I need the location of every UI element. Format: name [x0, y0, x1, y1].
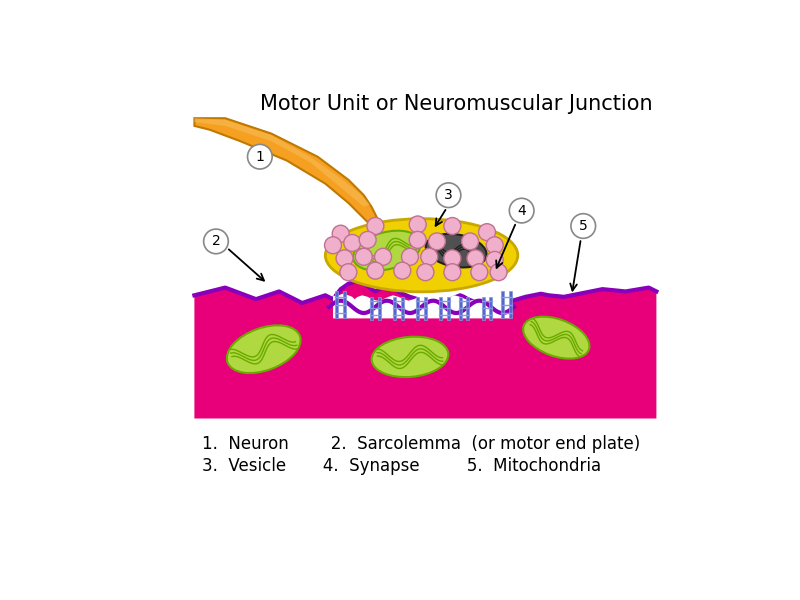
Bar — [424, 297, 427, 320]
Ellipse shape — [523, 317, 590, 359]
Text: Motor Unit or Neuromuscular Junction: Motor Unit or Neuromuscular Junction — [260, 94, 653, 113]
Bar — [466, 297, 470, 320]
Polygon shape — [194, 281, 656, 419]
Text: 2: 2 — [211, 235, 220, 248]
Text: 1.  Neuron        2.  Sarcolemma  (or motor end plate): 1. Neuron 2. Sarcolemma (or motor end pl… — [202, 436, 640, 454]
Circle shape — [490, 264, 507, 281]
Circle shape — [325, 237, 342, 254]
Circle shape — [367, 262, 384, 279]
Circle shape — [402, 248, 418, 265]
Circle shape — [444, 218, 461, 235]
Circle shape — [571, 214, 595, 238]
Circle shape — [421, 248, 438, 265]
Ellipse shape — [353, 230, 421, 271]
Circle shape — [486, 251, 503, 268]
Circle shape — [410, 232, 426, 248]
Polygon shape — [194, 118, 370, 207]
Bar — [458, 297, 462, 320]
Circle shape — [462, 233, 478, 250]
Ellipse shape — [426, 234, 486, 268]
Bar — [401, 297, 404, 320]
Bar — [416, 297, 419, 320]
Circle shape — [486, 237, 503, 254]
Circle shape — [359, 232, 376, 248]
Bar — [490, 297, 492, 320]
Bar — [439, 297, 442, 320]
Circle shape — [444, 250, 461, 267]
Bar — [501, 292, 504, 319]
Text: 4: 4 — [518, 203, 526, 218]
Circle shape — [340, 264, 357, 281]
Circle shape — [467, 250, 484, 267]
Bar — [482, 297, 485, 320]
Circle shape — [417, 264, 434, 281]
Circle shape — [344, 235, 361, 251]
Bar — [370, 297, 373, 320]
Ellipse shape — [372, 337, 448, 377]
Circle shape — [367, 218, 384, 235]
Bar — [343, 292, 346, 319]
Circle shape — [444, 264, 461, 281]
Circle shape — [355, 248, 372, 265]
Circle shape — [394, 262, 410, 279]
Circle shape — [410, 216, 426, 233]
Circle shape — [247, 145, 272, 169]
Text: 3: 3 — [444, 188, 453, 202]
Circle shape — [204, 229, 228, 254]
Ellipse shape — [326, 218, 518, 292]
Bar — [335, 292, 338, 319]
Circle shape — [429, 233, 446, 250]
Circle shape — [336, 250, 353, 267]
Bar — [447, 297, 450, 320]
Polygon shape — [333, 294, 510, 319]
Circle shape — [374, 248, 391, 265]
Circle shape — [332, 225, 349, 242]
Bar — [378, 297, 381, 320]
Circle shape — [478, 224, 495, 241]
Text: 3.  Vesicle       4.  Synapse         5.  Mitochondria: 3. Vesicle 4. Synapse 5. Mitochondria — [202, 457, 602, 475]
Circle shape — [510, 198, 534, 223]
Text: 1: 1 — [255, 149, 264, 164]
Text: 5: 5 — [579, 219, 588, 233]
Polygon shape — [194, 118, 410, 241]
Circle shape — [436, 183, 461, 208]
Bar — [509, 292, 512, 319]
Bar — [393, 297, 396, 320]
Circle shape — [471, 264, 488, 281]
Ellipse shape — [227, 325, 301, 373]
